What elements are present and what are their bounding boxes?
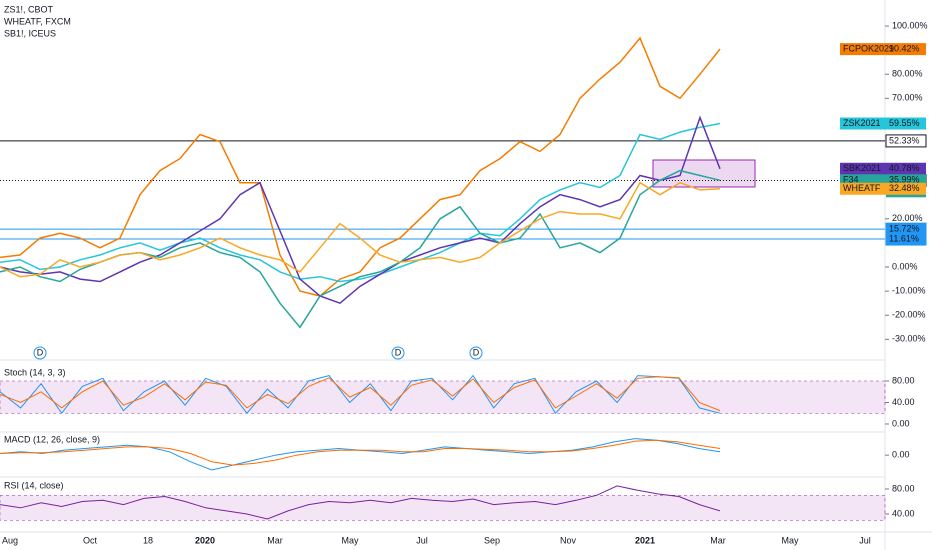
series-line <box>0 485 721 520</box>
dividend-marker <box>391 346 405 360</box>
dividend-label: D <box>37 347 44 357</box>
y-tick-label: 100.00% <box>892 20 928 30</box>
series-last-label: 40.78% <box>889 163 920 173</box>
series-line <box>0 115 721 305</box>
y-tick-label: -30.00% <box>892 334 926 344</box>
time-label: Aug <box>2 535 18 545</box>
level-label: 11.61% <box>889 233 919 243</box>
time-label: 2020 <box>195 535 215 545</box>
level-label: 52.33% <box>889 135 920 145</box>
y-tick-label: 70.00% <box>892 93 923 103</box>
y-tick-label: -20.00% <box>892 310 926 320</box>
series-last-label: 35.99% <box>889 175 920 185</box>
price-label-box <box>840 182 926 195</box>
y-tick-label: -10.00% <box>892 286 926 296</box>
dividend-label: D <box>395 347 402 357</box>
dividend-marker <box>33 346 47 360</box>
y-tick-label: 0.00 <box>892 418 910 428</box>
y-tick-label: 0.00 <box>892 450 910 460</box>
time-label: 18 <box>143 535 153 545</box>
time-label: Nov <box>560 535 577 545</box>
y-tick-label: 20.00% <box>892 213 923 223</box>
pane-title: RSI (14, close) <box>4 480 64 490</box>
price-label-box <box>840 117 926 130</box>
legend-entry: ZS1!, CBOT <box>4 4 54 14</box>
time-label: Jul <box>416 535 428 545</box>
band <box>0 380 886 414</box>
series-line <box>0 374 721 415</box>
series-line <box>0 181 721 278</box>
level-label-box <box>885 232 927 246</box>
series-last-label: 90.42% <box>889 43 920 53</box>
time-label: May <box>341 535 359 545</box>
y-tick-label: 40.00 <box>892 508 915 518</box>
series-name: F34 <box>843 175 859 185</box>
time-label: Sep <box>484 535 500 545</box>
level-label: 15.72% <box>889 224 920 234</box>
y-tick-label: 80.00 <box>892 483 915 493</box>
pane-title: Stoch (14, 3, 3) <box>4 367 66 377</box>
series-name: SBK2021 <box>843 163 881 173</box>
series-last-label: 59.55% <box>889 118 920 128</box>
level-label-box <box>885 134 927 148</box>
price-label-box <box>840 43 926 56</box>
legend-entry: SB1!, ICEUS <box>4 28 56 38</box>
dividend-marker <box>469 346 483 360</box>
time-label: Oct <box>83 535 98 545</box>
series-line <box>0 122 721 283</box>
legend-entry: WHEATF, FXCM <box>4 16 71 26</box>
time-label: Mar <box>267 535 283 545</box>
dividend-label: D <box>473 347 480 357</box>
y-tick-label: 80.00 <box>892 375 915 385</box>
band <box>0 494 886 521</box>
pane-title: MACD (12, 26, close, 9) <box>4 434 100 444</box>
series-name: WHEATF <box>843 183 881 193</box>
series-name: FCPOK2021 <box>843 43 894 53</box>
series-line <box>0 376 721 412</box>
y-tick-label: 0.00% <box>892 261 918 271</box>
series-last-label: 32.48% <box>889 183 920 193</box>
time-label: Jul <box>859 535 871 545</box>
series-name: ZSK2021 <box>843 118 881 128</box>
highlight-zone <box>652 159 756 188</box>
time-label: Mar <box>710 535 726 545</box>
series-line <box>0 36 721 297</box>
price-label-box <box>840 162 926 175</box>
y-tick-label: 80.00% <box>892 69 923 79</box>
y-tick-label: 40.00 <box>892 397 915 407</box>
series-line <box>0 439 721 466</box>
time-label: May <box>781 535 799 545</box>
time-label: 2021 <box>635 535 655 545</box>
